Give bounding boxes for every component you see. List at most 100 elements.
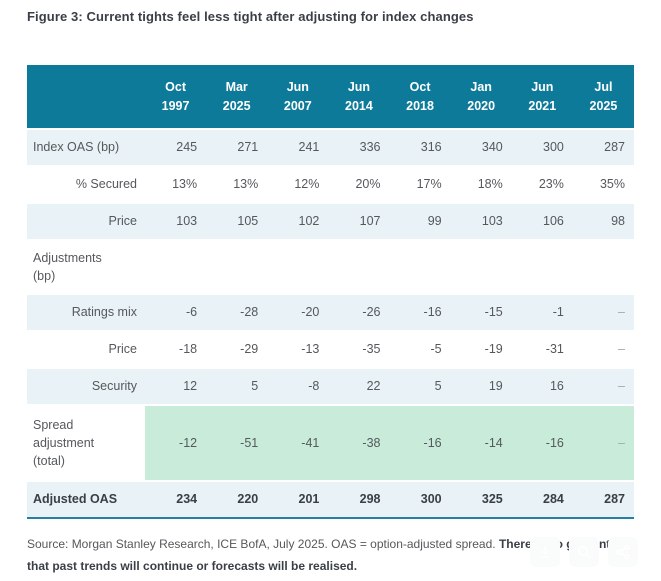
table-cell: 336 (359, 140, 381, 155)
table-cell: 5 (251, 379, 259, 394)
table-cell: 201 (298, 492, 320, 507)
table-row: Price -18 -29 -13 -35 -5 -19 -31 – (27, 330, 634, 367)
table-body: Index OAS (bp) 245 271 241 336 316 340 300 287 % … (27, 128, 634, 517)
table-cell (390, 241, 451, 293)
column-header: Jan 2020 (467, 79, 496, 113)
table-cell (451, 241, 512, 293)
table-cell: -18 (179, 342, 198, 357)
table-cell: -8 (308, 379, 320, 394)
table-cell: 300 (420, 492, 442, 507)
row-label: Ratings mix (71, 305, 137, 320)
figure-title: Figure 3: Current tights feel less tight… (27, 9, 474, 24)
table-cell: – (572, 406, 634, 480)
table-cell: -16 (423, 305, 442, 320)
table-cell: 106 (543, 214, 564, 229)
table-cell: 18% (477, 177, 503, 192)
table-cell: 35% (599, 177, 625, 192)
table-row: Ratings mix -6 -28 -20 -26 -16 -15 -1 – (27, 293, 634, 330)
table-row: % Secured 13% 13% 12% 20% 17% 18% 23% 35% (27, 165, 634, 202)
row-label: Adjustments (bp) (33, 250, 102, 283)
table-cell: -38 (328, 406, 390, 480)
table-cell (267, 241, 328, 293)
share-icon[interactable] (608, 537, 638, 567)
table-cell: – (618, 379, 625, 394)
row-label: Spread adjustment (total) (33, 417, 95, 469)
source-text: Source: Morgan Stanley Research, ICE Bof… (27, 537, 499, 551)
table-cell: 103 (176, 214, 198, 229)
row-label: % Secured (75, 177, 137, 192)
column-header: Jun 2014 (345, 79, 373, 113)
table-row: Adjustments (bp) (27, 239, 634, 293)
table-cell: -6 (186, 305, 198, 320)
table-cell: 103 (481, 214, 503, 229)
table-cell: -12 (145, 406, 207, 480)
download-icon[interactable] (530, 537, 560, 567)
table-cell: 284 (543, 492, 564, 507)
table-cell: 287 (604, 492, 625, 507)
table-cell (328, 241, 389, 293)
table-cell: 12% (294, 177, 320, 192)
row-label: Price (108, 214, 137, 229)
column-header: Jun 2007 (283, 79, 312, 113)
table-cell: 316 (420, 140, 442, 155)
table-cell: -26 (362, 305, 381, 320)
table-cell: 245 (176, 140, 198, 155)
zoom-icon[interactable] (569, 537, 599, 567)
table-cell: -29 (240, 342, 259, 357)
table-cell: – (618, 342, 625, 357)
table-cell: -15 (484, 305, 503, 320)
table-cell: 220 (237, 492, 259, 507)
table-cell: -16 (511, 406, 573, 480)
figure-toolbar (530, 537, 638, 567)
table-cell: -20 (301, 305, 320, 320)
column-header: Oct 2018 (406, 79, 434, 113)
table-cell: 13% (172, 177, 198, 192)
table-cell: 340 (481, 140, 503, 155)
table-cell: -51 (206, 406, 268, 480)
row-label: Price (108, 342, 137, 357)
table-cell: -1 (552, 305, 564, 320)
table-cell: 23% (538, 177, 564, 192)
table-cell: 13% (233, 177, 259, 192)
table-cell: 102 (298, 214, 320, 229)
table-cell (206, 241, 267, 293)
row-label-header (27, 65, 145, 128)
table-cell: 19 (488, 379, 503, 394)
column-header: Oct 1997 (161, 79, 190, 113)
data-table: Oct 1997 Mar 2025 Jun 2007 Jun 2014 Oct 2018 Jan 20… (27, 65, 634, 519)
table-cell: 271 (237, 140, 259, 155)
table-cell: -13 (301, 342, 320, 357)
table-cell: 98 (611, 214, 625, 229)
table-cell: 99 (427, 214, 442, 229)
table-cell: -14 (450, 406, 512, 480)
column-header: Mar 2025 (222, 79, 251, 113)
table-cell: -19 (484, 342, 503, 357)
column-header: Jun 2021 (528, 79, 557, 113)
row-label: Security (91, 379, 137, 394)
table-cell: 300 (543, 140, 564, 155)
table-cell (512, 241, 573, 293)
table-cell: 17% (416, 177, 442, 192)
row-label: Adjusted OAS (33, 492, 118, 507)
table-cell (573, 241, 634, 293)
table-cell: 105 (237, 214, 259, 229)
table-row: Security 12 5 -8 22 5 19 16 – (27, 367, 634, 404)
table-cell: -41 (267, 406, 329, 480)
table-cell: -35 (362, 342, 381, 357)
table-cell: 5 (434, 379, 442, 394)
column-header: Jul 2025 (589, 79, 618, 113)
table-row: Spread adjustment (total) -12 -51 -41 -38 -16… (27, 404, 634, 480)
table-cell: 325 (481, 492, 503, 507)
table-cell: -16 (389, 406, 451, 480)
table-cell: 22 (366, 379, 381, 394)
table-cell: 241 (298, 140, 320, 155)
table-cell: 16 (549, 379, 564, 394)
table-cell: 298 (359, 492, 381, 507)
table-row: Price 103 105 102 107 99 103 106 98 (27, 202, 634, 239)
table-cell: 107 (359, 214, 381, 229)
table-cell: -5 (430, 342, 442, 357)
table-cell: 12 (183, 379, 198, 394)
table-header-row: Oct 1997 Mar 2025 Jun 2007 Jun 2014 Oct 2018 Jan 20… (27, 65, 634, 128)
table-cell: -28 (240, 305, 259, 320)
